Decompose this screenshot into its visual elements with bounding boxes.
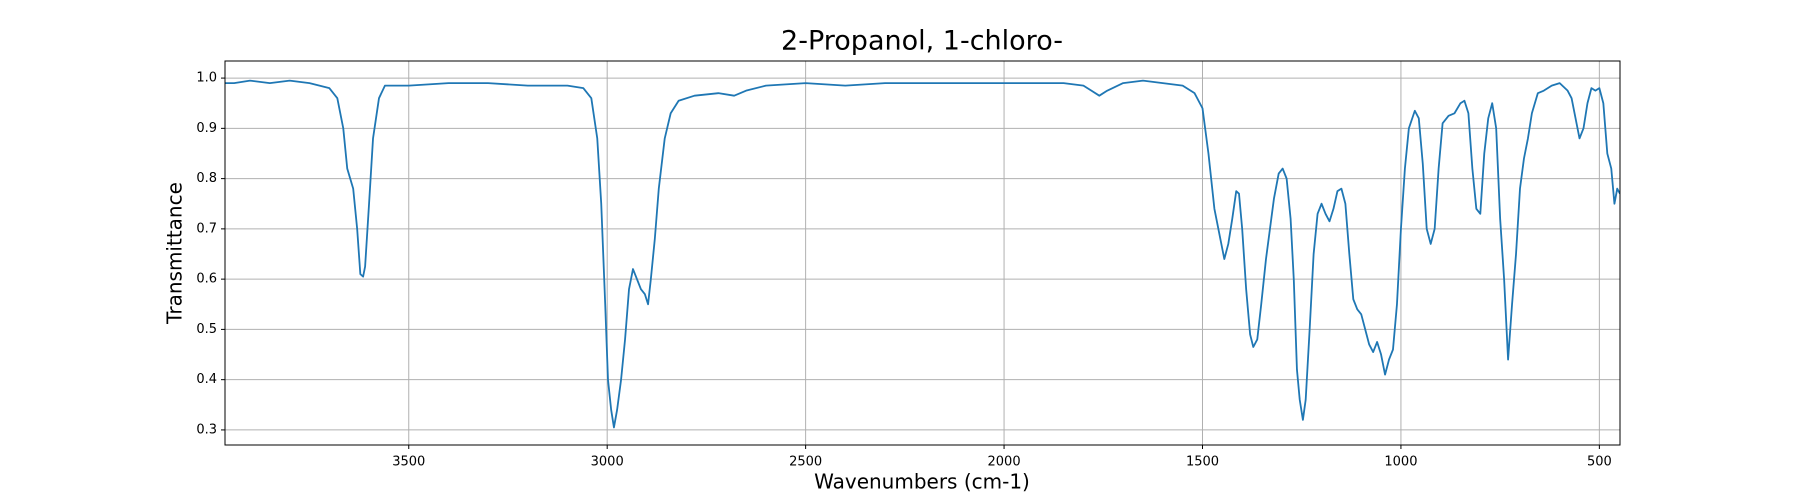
y-axis-label: Transmittance xyxy=(163,182,187,325)
spectrum-line xyxy=(225,79,1620,429)
x-tick-label: 3500 xyxy=(392,455,425,470)
x-tick-label: 1500 xyxy=(1186,455,1219,470)
plot-frame xyxy=(224,60,1621,446)
chart-title: 2-Propanol, 1-chloro- xyxy=(781,26,1063,57)
y-tick-label: 0.8 xyxy=(196,171,217,186)
y-tick-label: 0.6 xyxy=(196,272,217,287)
y-tick-label: 0.9 xyxy=(196,121,217,136)
x-tick-label: 500 xyxy=(1587,455,1612,470)
x-axis-label: Wavenumbers (cm-1) xyxy=(814,470,1030,494)
x-tick-label: 3000 xyxy=(591,455,624,470)
x-tick-label: 1000 xyxy=(1384,455,1417,470)
y-tick-label: 1.0 xyxy=(196,71,217,86)
y-tick-label: 0.4 xyxy=(196,372,217,387)
y-tick-label: 0.7 xyxy=(196,221,217,236)
y-tick-label: 0.3 xyxy=(196,422,217,437)
y-tick-label: 0.5 xyxy=(196,322,217,337)
x-tick-label: 2500 xyxy=(789,455,822,470)
x-tick-label: 2000 xyxy=(988,455,1021,470)
